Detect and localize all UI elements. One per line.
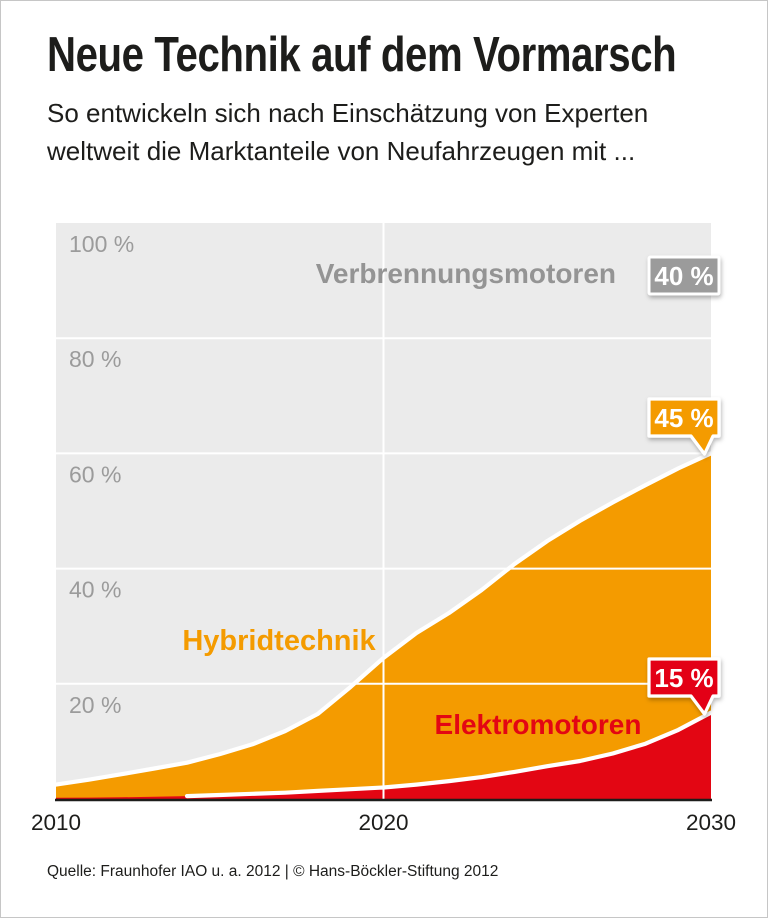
badge-15-bubble (647, 657, 721, 716)
y-tick-100: 100 % (69, 231, 134, 257)
badge-hybridtechnik-45: 45 % (647, 397, 721, 456)
page-title: Neue Technik auf dem Vormarsch (47, 28, 677, 82)
badge-verbrennungsmotoren-40: 40 % (647, 255, 721, 296)
x-tick-2010: 2010 (31, 810, 81, 835)
hybridtechnik-curve-stroke (53, 451, 714, 787)
badge-45-bubble (647, 397, 721, 456)
y-tick-60: 60 % (69, 461, 121, 487)
y-axis-tick-labels: 100 % 80 % 60 % 40 % 20 % (69, 231, 134, 718)
hybridtechnik-label: Hybridtechnik (182, 625, 376, 657)
subtitle-line-2: weltweit die Marktanteile von Neufahrzeu… (47, 136, 636, 166)
chart-area: 100 % 80 % 60 % 40 % 20 % 2010 2020 2030 Verbr… (1, 201, 767, 856)
elektromotoren-label: Elektromotoren (435, 709, 642, 740)
elektromotoren-area (56, 712, 711, 799)
badge-15-value: 15 % (654, 663, 713, 693)
badge-40-value: 40 % (654, 261, 713, 291)
elektromotoren-curve-stroke (184, 710, 714, 799)
verbrennungsmotoren-label: Verbrennungsmotoren (316, 258, 616, 289)
x-tick-2020: 2020 (358, 810, 408, 835)
y-tick-20: 20 % (69, 692, 121, 718)
badge-elektromotoren-15: 15 % (647, 657, 721, 716)
x-axis-tick-labels: 2010 2020 2030 (31, 810, 736, 835)
page-subtitle: So entwickeln sich nach Einschätzung von… (47, 94, 737, 170)
source-line: Quelle: Fraunhofer IAO u. a. 2012 | © Ha… (47, 863, 499, 880)
badge-45-value: 45 % (654, 403, 713, 433)
stacked-area-chart: 100 % 80 % 60 % 40 % 20 % 2010 2020 2030 Verbr… (31, 223, 736, 835)
gridlines (56, 223, 711, 799)
y-tick-80: 80 % (69, 346, 121, 372)
x-tick-2030: 2030 (686, 810, 736, 835)
y-tick-40: 40 % (69, 577, 121, 603)
badge-40-box (647, 255, 721, 296)
subtitle-line-1: So entwickeln sich nach Einschätzung von… (47, 98, 649, 128)
header: Neue Technik auf dem Vormarsch So entwic… (47, 31, 737, 170)
hybridtechnik-area (56, 453, 711, 799)
